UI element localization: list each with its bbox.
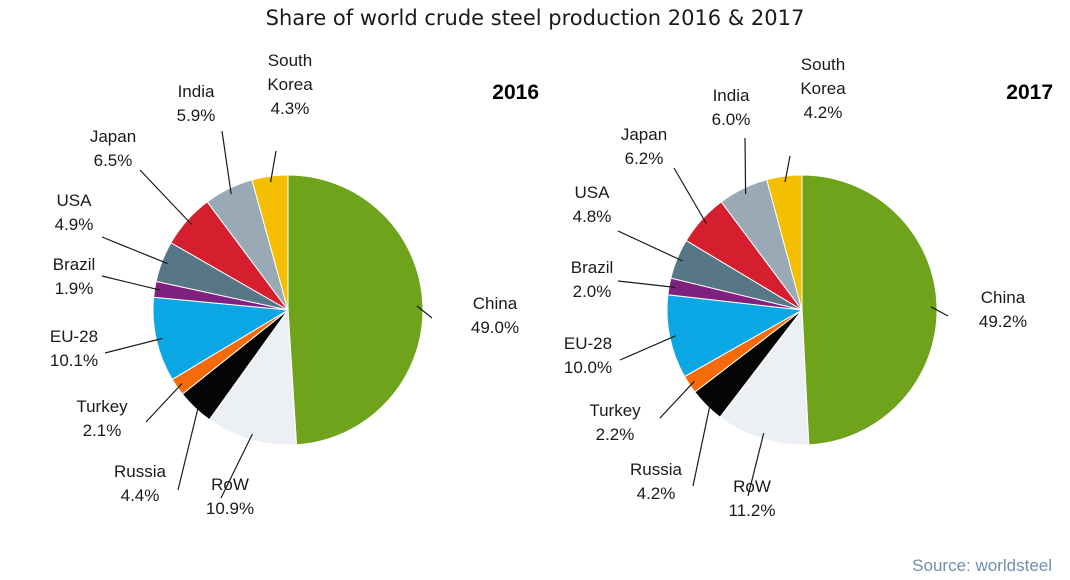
pie-2016: China 49.0% RoW 10.9% Russia 4.4% Turkey 2.1% EU… — [50, 51, 539, 518]
leader-line-russia-2016 — [177, 403, 200, 491]
data-label-pct-china-2017: 49.2% — [979, 312, 1027, 331]
source-note: Source: worldsteel — [912, 556, 1052, 575]
data-label-name-turkey-2017: Turkey — [589, 401, 641, 420]
data-label-pct-india-2017: 6.0% — [712, 110, 751, 129]
data-label-name-brazil-2016: Brazil — [53, 255, 96, 274]
data-label-pct-russia-2017: 4.2% — [637, 484, 676, 503]
leader-line-row-2017 — [747, 433, 765, 497]
data-label-name-usa-2017: USA — [575, 183, 611, 202]
data-label-pct-brazil-2017: 2.0% — [573, 282, 612, 301]
data-label-pct-row-2017: 11.2% — [729, 501, 776, 520]
data-label-name-japan-2017: Japan — [621, 125, 667, 144]
data-label-pct-turkey-2017: 2.2% — [596, 425, 635, 444]
leader-line-turkey-2016 — [145, 383, 183, 423]
data-label-name-eu-28-2016: EU-28 — [50, 327, 98, 346]
data-label-name-india-2017: India — [713, 86, 750, 105]
chart-year-2016: 2016 — [492, 81, 539, 104]
data-label-name-brazil-2017: Brazil — [571, 258, 614, 277]
data-label-pct-brazil-2016: 1.9% — [55, 279, 94, 298]
chart-year-2017: 2017 — [1006, 81, 1053, 104]
leader-line-eu-28-2017 — [619, 335, 676, 361]
leader-line-south-korea-2017 — [784, 155, 791, 183]
data-label-name-row-2016: RoW — [211, 475, 249, 494]
data-label-pct-japan-2016: 6.5% — [94, 151, 133, 170]
data-label-pct-south-korea-2016: 4.3% — [271, 99, 310, 118]
data-label-name-eu-28-2017: EU-28 — [564, 334, 612, 353]
slice-south-korea-2017 — [766, 174, 803, 311]
leader-line-eu-28-2016 — [104, 337, 163, 354]
data-label-name-row-2017: RoW — [733, 477, 771, 496]
data-label-name-india-2016: India — [178, 82, 215, 101]
data-label-pct-eu-28-2016: 10.1% — [50, 351, 98, 370]
data-label-name-turkey-2016: Turkey — [76, 397, 128, 416]
leader-line-china-2017 — [930, 306, 949, 317]
data-label-pct-turkey-2016: 2.1% — [83, 421, 122, 440]
data-label-name-russia-2017: Russia — [630, 460, 683, 479]
data-label-name-south-korea-2017: South — [801, 55, 845, 74]
data-label-name-usa-2016: USA — [57, 191, 93, 210]
data-label-pct-china-2016: 49.0% — [471, 318, 519, 337]
slice-row-2016 — [208, 308, 298, 446]
data-label-name-china-2016: China — [473, 294, 518, 313]
leader-line-russia-2017 — [692, 401, 712, 487]
pie-2017: China 49.2% RoW 11.2% Russia 4.2% Turkey 2.2% EU… — [564, 55, 1053, 520]
leader-line-turkey-2017 — [659, 380, 695, 419]
slice-china-2016 — [287, 174, 424, 446]
leader-line-india-2016 — [221, 130, 232, 195]
slice-eu-28-2017 — [666, 294, 804, 378]
data-label-name-south-korea-2017: Korea — [800, 79, 846, 98]
leader-line-japan-2017 — [673, 167, 707, 224]
data-label-pct-eu-28-2017: 10.0% — [564, 358, 612, 377]
leader-line-south-korea-2016 — [270, 150, 277, 183]
data-label-pct-japan-2017: 6.2% — [625, 149, 664, 168]
data-label-name-south-korea-2016: Korea — [267, 75, 313, 94]
leader-line-usa-2016 — [101, 236, 168, 265]
data-label-pct-usa-2017: 4.8% — [573, 207, 612, 226]
leader-line-brazil-2017 — [617, 280, 676, 288]
data-label-pct-row-2016: 10.9% — [206, 499, 254, 518]
data-label-name-russia-2016: Russia — [114, 462, 167, 481]
chart-title: Share of world crude steel production 20… — [265, 6, 805, 30]
leader-line-usa-2017 — [617, 230, 683, 262]
leader-line-india-2017 — [744, 137, 747, 195]
leader-line-japan-2016 — [139, 169, 192, 225]
slice-china-2017 — [801, 174, 938, 446]
data-label-name-japan-2016: Japan — [90, 127, 136, 146]
data-label-pct-south-korea-2017: 4.2% — [804, 103, 843, 122]
leader-line-china-2016 — [416, 305, 433, 319]
data-label-name-china-2017: China — [981, 288, 1026, 307]
slice-south-korea-2016 — [251, 174, 289, 311]
data-label-name-south-korea-2016: South — [268, 51, 312, 70]
leader-line-row-2016 — [220, 433, 253, 499]
data-label-pct-india-2016: 5.9% — [177, 106, 216, 125]
data-label-pct-russia-2016: 4.4% — [121, 486, 160, 505]
leader-line-brazil-2016 — [101, 275, 161, 291]
data-label-pct-usa-2016: 4.9% — [55, 215, 94, 234]
